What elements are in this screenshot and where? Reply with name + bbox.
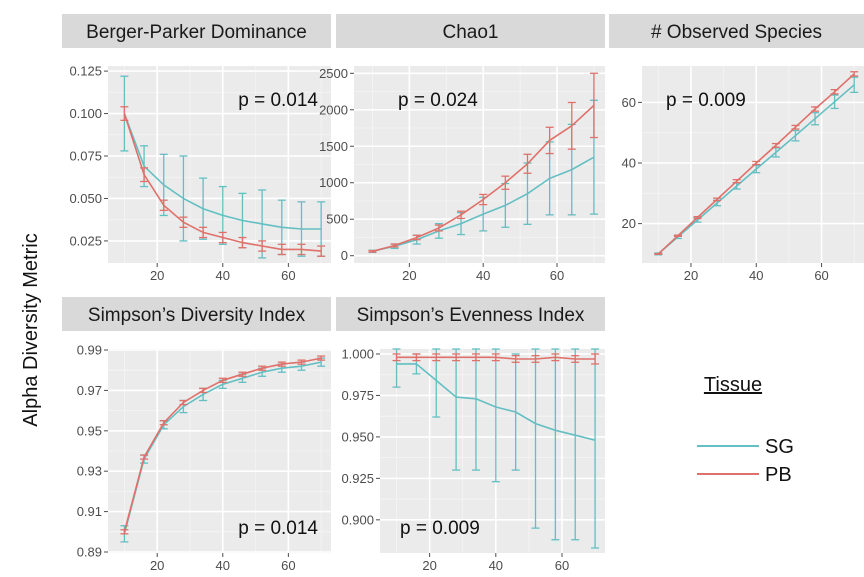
series-pb: [654, 71, 859, 255]
x-tick-label: 60: [281, 558, 295, 573]
y-tick-label: 0.925: [341, 471, 374, 486]
y-tick-label: 0.97: [77, 383, 102, 398]
series-pb: [120, 106, 326, 257]
x-tick-label: 40: [476, 268, 490, 283]
y-tick-label: 0.89: [77, 544, 102, 559]
y-tick-label: 60: [622, 95, 636, 110]
strip-title: Chao1: [443, 22, 499, 43]
strip-background: [62, 297, 331, 331]
x-tick-label: 20: [402, 268, 416, 283]
p-value-annotation: p = 0.014: [238, 518, 318, 539]
strip-title: Berger-Parker Dominance: [86, 22, 307, 43]
legend-title: Tissue: [704, 374, 762, 396]
facet-panel: # Observed Species 20 40 60 20 40 60 p = 0.009: [609, 14, 864, 283]
strip-background: [336, 297, 605, 331]
series-line: [372, 156, 595, 253]
y-tick-label: 1000: [319, 175, 348, 190]
y-tick-label: 0.075: [69, 149, 102, 164]
y-tick-label: 0.900: [341, 512, 374, 527]
p-value-annotation: p = 0.009: [400, 518, 480, 539]
series-line: [123, 357, 322, 533]
y-tick-label: 0: [341, 248, 348, 263]
y-tick-label: 2000: [319, 102, 348, 117]
y-tick-label: 20: [622, 216, 636, 231]
facet-panel: Berger-Parker Dominance 0.025 0.050 0.075 0.…: [62, 14, 331, 283]
series-sg: [392, 348, 600, 549]
strip-background: [62, 14, 331, 48]
y-tick-label: 0.125: [69, 64, 102, 79]
strip-title: # Observed Species: [651, 22, 822, 43]
x-tick-label: 60: [281, 268, 295, 283]
plot-background: [380, 349, 605, 553]
x-tick-label: 40: [489, 558, 503, 573]
x-tick-label: 20: [684, 268, 698, 283]
x-tick-label: 60: [555, 558, 569, 573]
x-tick-label: 40: [749, 268, 763, 283]
plot-background: [108, 66, 331, 263]
legend-label-sg: SG: [765, 436, 794, 458]
y-tick-label: 0.95: [77, 423, 102, 438]
series-line: [657, 73, 855, 255]
x-tick-label: 20: [150, 268, 164, 283]
x-tick-label: 60: [550, 268, 564, 283]
y-tick-label: 1500: [319, 139, 348, 154]
p-value-annotation: p = 0.014: [238, 90, 318, 111]
series-line: [123, 361, 322, 535]
facet-panel: Chao1 0 500 1000 1500 2000 2500 20 40 60 p = 0.024: [319, 14, 605, 283]
series-pb: [392, 353, 600, 365]
strip-background: [609, 14, 864, 48]
series-line: [396, 356, 596, 360]
series-line: [396, 363, 596, 441]
y-tick-label: 0.975: [341, 388, 374, 403]
y-tick-label: 2500: [319, 66, 348, 81]
y-tick-label: 1.000: [341, 346, 374, 361]
series-line: [372, 104, 595, 253]
facet-panels: Berger-Parker Dominance 0.025 0.050 0.075 0.…: [62, 14, 864, 573]
facet-panel: Simpson’s Evenness Index 0.900 0.925 0.950 0…: [336, 297, 605, 573]
p-value-annotation: p = 0.009: [666, 90, 746, 111]
y-tick-label: 0.950: [341, 429, 374, 444]
y-axis-label: Alpha Diversity Metric: [20, 233, 42, 426]
y-tick-label: 0.91: [77, 504, 102, 519]
series-line: [123, 113, 322, 252]
series-line: [123, 113, 322, 230]
x-tick-label: 40: [216, 268, 230, 283]
x-tick-label: 60: [814, 268, 828, 283]
series-pb: [120, 355, 326, 535]
strip-background: [336, 14, 605, 48]
y-tick-label: 0.100: [69, 106, 102, 121]
x-tick-label: 20: [150, 558, 164, 573]
y-tick-label: 500: [326, 212, 348, 227]
y-tick-label: 40: [622, 155, 636, 170]
y-tick-label: 0.050: [69, 191, 102, 206]
y-tick-label: 0.025: [69, 233, 102, 248]
y-tick-label: 0.93: [77, 464, 102, 479]
series-line: [657, 84, 855, 255]
x-tick-label: 20: [422, 558, 436, 573]
strip-title: Simpson’s Evenness Index: [357, 305, 585, 326]
legend-label-pb: PB: [765, 464, 792, 486]
x-tick-label: 40: [216, 558, 230, 573]
facet-panel: Simpson’s Diversity Index 0.89 0.91 0.93 0.9…: [62, 297, 331, 573]
legend: Tissue SG PB: [697, 374, 794, 486]
y-tick-label: 0.99: [77, 343, 102, 358]
p-value-annotation: p = 0.024: [398, 90, 478, 111]
strip-title: Simpson’s Diversity Index: [88, 305, 306, 326]
series-pb: [368, 72, 598, 253]
